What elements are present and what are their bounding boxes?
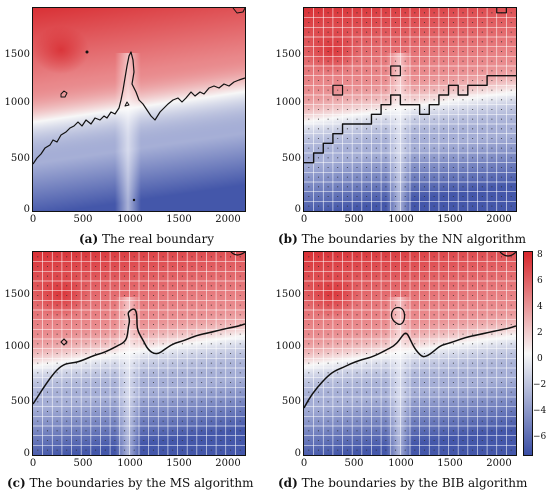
grid-dots — [37, 256, 241, 451]
colorbar-tick-6: 6 — [537, 276, 543, 286]
colorbar-tick-0: 0 — [537, 354, 543, 364]
x-tick-500: 500 — [73, 458, 93, 469]
panel-b-caption-text: The boundaries by the NN algorithm — [301, 232, 527, 246]
grid-dots — [308, 12, 512, 207]
x-tick-1500: 1500 — [166, 214, 192, 225]
corner-boundary — [232, 8, 245, 14]
real-boundary — [33, 51, 245, 165]
y-tick-500: 500 — [281, 396, 301, 407]
panel-a-heatmap — [33, 8, 245, 211]
y-tick-1500: 1500 — [4, 49, 30, 60]
x-tick-1000: 1000 — [388, 458, 414, 469]
colorbar — [523, 251, 533, 456]
x-tick-2000: 2000 — [215, 214, 241, 225]
y-tick-500: 500 — [10, 396, 30, 407]
panel-a-caption: (a) The real boundary — [79, 232, 214, 246]
x-tick-0: 0 — [300, 458, 308, 469]
x-tick-1000: 1000 — [117, 214, 143, 225]
x-tick-0: 0 — [29, 458, 37, 469]
y-tick-1000: 1000 — [275, 341, 301, 352]
ridge — [386, 53, 412, 211]
colorbar-tick-minus6: −6 — [533, 432, 547, 442]
panel-c-letter: (c) — [7, 476, 26, 490]
y-tick-1000: 1000 — [4, 97, 30, 108]
x-tick-1500: 1500 — [437, 214, 463, 225]
panel-a-letter: (a) — [79, 232, 99, 246]
x-tick-500: 500 — [344, 214, 364, 225]
y-tick-500: 500 — [10, 153, 30, 164]
grid-lines — [304, 252, 516, 455]
y-tick-500: 500 — [281, 153, 301, 164]
bib-boundary — [304, 325, 516, 409]
colorbar-tick-4: 4 — [537, 302, 543, 312]
hotspot — [33, 26, 89, 74]
y-tick-1500: 1500 — [275, 49, 301, 60]
y-tick-0: 0 — [23, 448, 30, 459]
nn-island — [390, 65, 401, 77]
panel-b-letter: (b) — [278, 232, 298, 246]
colorbar-tick-8: 8 — [537, 250, 543, 260]
panel-c-heatmap — [33, 252, 245, 455]
y-tick-1000: 1000 — [4, 341, 30, 352]
panel-d-plot — [303, 251, 517, 456]
hotspot — [304, 270, 360, 318]
colorbar-tick-2: 2 — [537, 328, 543, 338]
hotspot — [33, 270, 89, 318]
x-tick-2000: 2000 — [486, 458, 512, 469]
nn-island — [332, 84, 344, 96]
small-contour-dot — [85, 50, 89, 54]
x-tick-1000: 1000 — [117, 458, 143, 469]
x-tick-500: 500 — [344, 458, 364, 469]
y-tick-1000: 1000 — [275, 97, 301, 108]
y-tick-0: 0 — [23, 204, 30, 215]
x-tick-1500: 1500 — [437, 458, 463, 469]
x-tick-2000: 2000 — [486, 214, 512, 225]
ms-boundary — [33, 308, 245, 405]
nn-boundary — [304, 74, 516, 164]
x-tick-500: 500 — [73, 214, 93, 225]
panel-c-caption: (c) The boundaries by the MS algorithm — [7, 476, 253, 490]
grid-lines — [304, 8, 516, 211]
ms-corner — [230, 252, 245, 256]
panel-c-caption-text: The boundaries by the MS algorithm — [29, 476, 254, 490]
y-tick-1500: 1500 — [275, 289, 301, 300]
y-tick-0: 0 — [294, 204, 301, 215]
panel-b-heatmap — [304, 8, 516, 211]
grid-dots — [308, 256, 512, 451]
small-island-left — [60, 90, 68, 98]
hotspot — [304, 26, 360, 74]
x-tick-2000: 2000 — [215, 458, 241, 469]
panel-b-plot — [303, 7, 517, 212]
colorbar-tick-minus2: −2 — [533, 380, 547, 390]
nn-corner — [496, 8, 507, 14]
bib-island — [390, 306, 406, 326]
colorbar-fill — [524, 252, 532, 455]
panel-d-caption-text: The boundaries by the BIB algorithm — [301, 476, 528, 490]
panel-d-letter: (d) — [278, 476, 298, 490]
colorbar-tick-minus4: −4 — [533, 406, 547, 416]
small-island-mid — [124, 101, 130, 107]
bib-corner — [499, 252, 516, 257]
x-tick-0: 0 — [29, 214, 37, 225]
ms-island — [60, 338, 68, 346]
panel-b-caption: (b) The boundaries by the NN algorithm — [278, 232, 526, 246]
panel-a-caption-text: The real boundary — [101, 232, 214, 246]
y-tick-0: 0 — [294, 448, 301, 459]
panel-c-plot — [32, 251, 246, 456]
panel-a-plot — [32, 7, 246, 212]
small-contour-dot — [132, 198, 136, 202]
panel-d-heatmap — [304, 252, 516, 455]
ridge — [386, 297, 412, 455]
grid-lines — [33, 252, 245, 455]
x-tick-1000: 1000 — [388, 214, 414, 225]
y-tick-1500: 1500 — [4, 289, 30, 300]
x-tick-1500: 1500 — [166, 458, 192, 469]
ridge — [115, 53, 141, 211]
colorbar-gradient — [524, 252, 532, 455]
x-tick-0: 0 — [300, 214, 308, 225]
panel-d-caption: (d) The boundaries by the BIB algorithm — [278, 476, 527, 490]
